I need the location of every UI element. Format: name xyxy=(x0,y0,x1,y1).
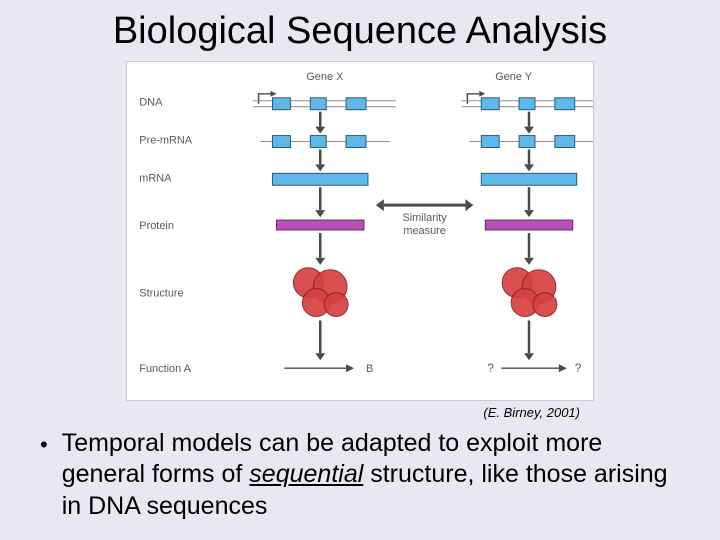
svg-text:?: ? xyxy=(487,361,494,375)
structure-right xyxy=(502,268,557,317)
function-row: B?? xyxy=(284,361,581,375)
svg-text:?: ? xyxy=(575,361,582,375)
bullet-dot-icon: • xyxy=(40,432,48,458)
bullet-text: Temporal models can be adapted to exploi… xyxy=(62,428,680,522)
gene-y-label: Gene Y xyxy=(495,71,533,83)
protein-left xyxy=(276,220,363,230)
row-label-structure: Structure xyxy=(139,288,183,300)
dna-left xyxy=(253,91,396,110)
row-label-pre: Pre-mRNA xyxy=(139,135,193,147)
citation: (E. Birney, 2001) xyxy=(20,405,580,420)
diagram-svg: Gene X Gene Y DNA Pre-mRNA mRNA Protein … xyxy=(127,62,593,400)
row-label-function: Function A xyxy=(139,363,191,375)
svg-text:B: B xyxy=(366,363,373,375)
bullet-item: • Temporal models can be adapted to expl… xyxy=(20,428,700,522)
row-label-mrna: mRNA xyxy=(139,172,172,184)
protein-right xyxy=(485,220,572,230)
gene-x-label: Gene X xyxy=(306,71,344,83)
similarity-arrow: Similaritymeasure xyxy=(376,199,473,237)
mrna-left xyxy=(273,173,368,185)
structure-left xyxy=(293,268,348,317)
svg-text:measure: measure xyxy=(403,225,446,237)
sequence-diagram: Gene X Gene Y DNA Pre-mRNA mRNA Protein … xyxy=(126,61,594,401)
mrna-right xyxy=(481,173,576,185)
pre-mrna-left xyxy=(261,136,390,148)
row-label-dna: DNA xyxy=(139,97,163,109)
row-label-protein: Protein xyxy=(139,220,174,232)
svg-text:Similarity: Similarity xyxy=(402,212,447,224)
dna-right xyxy=(461,91,593,110)
page-title: Biological Sequence Analysis xyxy=(20,10,700,53)
pre-mrna-right xyxy=(469,136,593,148)
